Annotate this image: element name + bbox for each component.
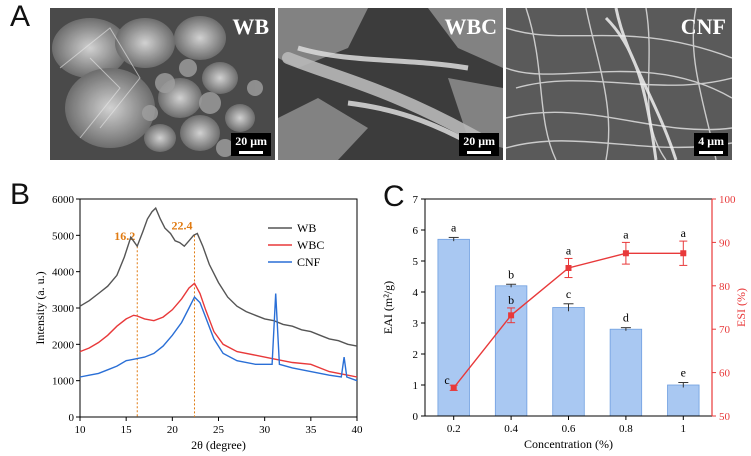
scale-bar-cnf: 4 μm: [694, 133, 728, 156]
xrd-series-wbc: [79, 282, 358, 378]
eai-y-tick-label: 2: [413, 349, 419, 361]
eai-y-tick-label: 1: [413, 380, 419, 392]
scale-bar-line-wb: [239, 151, 264, 154]
eai-significance-letter: d: [623, 311, 629, 325]
esi-point: [565, 265, 572, 272]
eai-bar: [667, 384, 700, 417]
emulsifying-x-tick-label: 0.2: [447, 423, 461, 435]
panel-letter-c: C: [383, 180, 405, 213]
sem-label-cnf: CNF: [680, 14, 726, 39]
scale-bar-wbc: 20 μm: [459, 133, 499, 156]
xrd-y-tick-label: 3000: [52, 303, 75, 315]
esi-significance-letter: c: [444, 373, 449, 387]
eai-significance-letter: c: [566, 287, 571, 301]
esi-point: [450, 384, 457, 391]
xrd-y-tick-label: 2000: [52, 339, 75, 351]
xrd-y-tick-label: 4000: [52, 267, 75, 279]
eai-y-tick-label: 5: [413, 256, 419, 268]
xrd-series: [79, 206, 358, 382]
panel-letter-a: A: [10, 0, 31, 33]
xrd-y-axis-label: Intensity (a. u.): [33, 271, 47, 344]
sem-texture-wb: [50, 8, 275, 160]
sem-texture-cnf: [506, 8, 732, 160]
eai-significance-letter: b: [508, 267, 514, 281]
scale-bar-text-wb: 20 μm: [235, 134, 267, 148]
xrd-x-tick-label: 20: [167, 424, 179, 436]
esi-significance-letter: a: [566, 243, 572, 257]
scale-bar-line-cnf: [699, 151, 724, 154]
emulsifying-x-tick-label: 0.4: [504, 423, 518, 435]
scale-bar-text-cnf: 4 μm: [698, 134, 724, 148]
xrd-peak-annotations: 16.2 22.4: [114, 218, 195, 417]
xrd-x-tick-label: 25: [213, 424, 225, 436]
esi-point: [680, 250, 687, 257]
esi-y-tick-label: 80: [719, 281, 731, 293]
xrd-x-axis-label: 2θ (degree): [191, 438, 246, 452]
esi-y-tick-label: 90: [719, 237, 731, 249]
eai-bar: [609, 328, 643, 417]
emulsifying-x-axis-label: Concentration (%): [524, 437, 613, 451]
sem-image-wb: WB 20 μm: [50, 8, 275, 160]
xrd-axis-ticks: 10 15 20 25 30 35 40 0 1000 2000 3000 4000 5000 6000: [52, 194, 363, 436]
xrd-legend-label: WB: [297, 221, 316, 235]
esi-point: [508, 312, 515, 319]
eai-y-tick-label: 3: [413, 318, 419, 330]
xrd-legend-label: WBC: [297, 238, 324, 252]
sem-label-wbc: WBC: [444, 14, 497, 39]
esi-significance-letter: b: [508, 293, 514, 307]
xrd-chart: 10 15 20 25 30 35 400100020003000400050006000 …: [33, 194, 363, 452]
esi-axis-label: ESI (%): [734, 288, 748, 327]
xrd-series-wb: [79, 206, 358, 347]
sem-image-wbc: WBC 20 μm: [278, 8, 503, 160]
xrd-legend: WB WBC CNF: [268, 221, 324, 269]
xrd-x-tick-label: 40: [352, 424, 364, 436]
eai-significance-letter: a: [451, 220, 457, 234]
scale-bar-wb: 20 μm: [231, 133, 271, 156]
emulsifying-chart: a b c d e c b a a a 0.2 0.4 0.6 0.8 1 0 1 2 3 4 5 6 7 50 60 70 8…: [381, 194, 748, 451]
eai-y-tick-label: 6: [413, 225, 419, 237]
scale-bar-text-wbc: 20 μm: [463, 134, 495, 148]
eai-significance-letter: e: [681, 366, 686, 380]
xrd-x-tick-label: 15: [121, 424, 133, 436]
sem-image-cnf: CNF 4 μm: [506, 8, 732, 160]
esi-significance-letter: a: [681, 226, 687, 240]
xrd-x-tick-label: 30: [259, 424, 271, 436]
emulsifying-x-tick-label: 0.6: [562, 423, 576, 435]
xrd-peak-label: 22.4: [171, 218, 192, 232]
esi-significance-letter: a: [623, 227, 629, 241]
esi-y-tick-label: 60: [719, 368, 731, 380]
eai-bar: [552, 307, 585, 417]
emulsifying-axis-ticks: 0.2 0.4 0.6 0.8 1 0 1 2 3 4 5 6 7 50 60 70 80 90 100: [413, 194, 737, 435]
esi-y-tick-label: 100: [719, 194, 736, 206]
xrd-y-tick-label: 6000: [52, 194, 75, 206]
xrd-x-tick-label: 35: [305, 424, 317, 436]
xrd-series-cnf: [79, 293, 358, 382]
xrd-legend-label: CNF: [297, 255, 321, 269]
xrd-peak-label: 16.2: [114, 229, 135, 243]
emulsifying-x-tick-label: 1: [681, 423, 687, 435]
sem-label-wb: WB: [232, 14, 269, 39]
panel-letter-b: B: [10, 178, 31, 211]
emulsifying-x-tick-label: 0.8: [619, 423, 633, 435]
esi-y-tick-label: 50: [719, 411, 731, 423]
xrd-y-tick-label: 1000: [52, 376, 75, 388]
xrd-y-tick-label: 0: [69, 412, 75, 424]
eai-y-tick-label: 4: [413, 287, 419, 299]
eai-y-tick-label: 7: [413, 194, 419, 206]
esi-line-series: c b a a a: [444, 226, 688, 391]
esi-point: [622, 250, 629, 257]
eai-axis-label: EAI (m²/g): [381, 281, 395, 334]
eai-y-tick-label: 0: [413, 411, 419, 423]
esi-y-tick-label: 70: [719, 324, 731, 336]
xrd-x-tick-label: 10: [75, 424, 87, 436]
xrd-y-tick-label: 5000: [52, 230, 75, 242]
scale-bar-line-wbc: [467, 151, 492, 154]
